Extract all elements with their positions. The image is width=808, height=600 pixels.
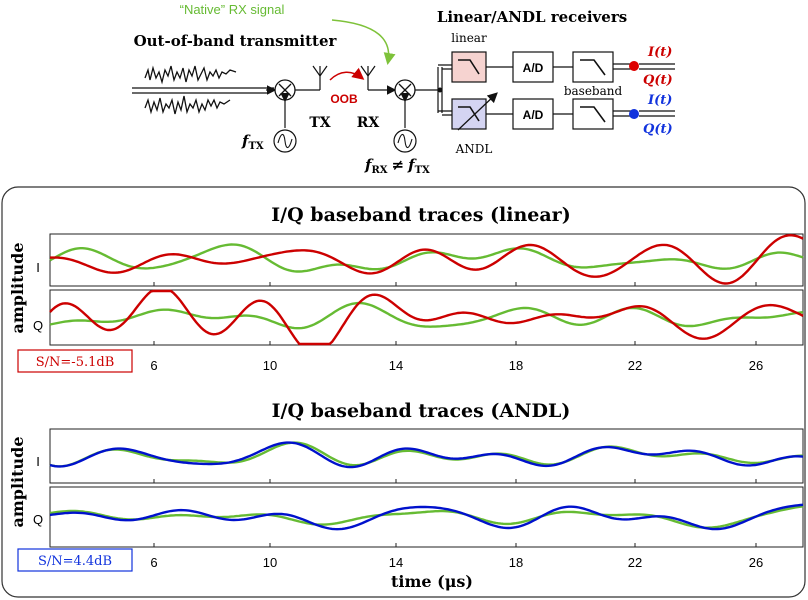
svg-text:A/D: A/D	[523, 61, 544, 75]
tx-oscillator-sine	[277, 133, 293, 149]
linear-title: I/Q baseband traces (linear)	[271, 204, 570, 226]
plot-traces	[49, 233, 804, 531]
linear-trace	[49, 289, 804, 346]
ad-converter-bottom	[512, 98, 554, 130]
snr-andl: S/N=4.4dB	[38, 554, 112, 569]
linear-trace	[50, 233, 804, 285]
baseband-filter-top	[572, 51, 614, 83]
out-bottom-Q: Q(t)	[643, 122, 673, 137]
out-top-Q: Q(t)	[643, 73, 673, 88]
linear-filter	[451, 51, 487, 83]
tick-label: 10	[263, 358, 277, 373]
transmitter-title: Out-of-band transmitter	[134, 32, 338, 50]
plot-axes	[49, 233, 804, 548]
receivers-title: Linear/ANDL receivers	[437, 8, 627, 26]
tick-label: 6	[150, 358, 157, 373]
snr-andl-box	[17, 548, 133, 572]
plot-frame	[1, 186, 806, 598]
andl-trace	[49, 441, 804, 469]
tx-waveform-bottom	[144, 95, 231, 115]
linear-row-Q: Q	[33, 318, 43, 333]
native-arrow	[331, 19, 396, 65]
reference-trace	[49, 301, 804, 330]
reference-trace	[49, 243, 804, 273]
oob-arrow	[329, 67, 365, 81]
frx-ne-ftx-label: fRX ≠ fTX	[364, 156, 430, 176]
tick-label: 14	[389, 555, 403, 570]
ylabel-linear: amplitude	[8, 242, 27, 333]
block-diagram: “Native” RX signal Out-of-band transmitt…	[132, 2, 675, 176]
andl-label: ANDL	[455, 142, 493, 156]
tick-label: 22	[628, 358, 642, 373]
tick-label: 14	[389, 358, 403, 373]
tx-label: TX	[309, 115, 330, 131]
tick-label: 22	[628, 555, 642, 570]
linear-label: linear	[451, 31, 487, 45]
svg-text:A/D: A/D	[523, 108, 544, 122]
baseband-filter-bottom	[572, 98, 614, 130]
axes-row-3	[49, 428, 804, 484]
andl-filter	[451, 98, 487, 130]
output-top-dot	[629, 61, 639, 71]
out-top-I: I(t)	[647, 45, 672, 60]
andl-title: I/Q baseband traces (ANDL)	[272, 400, 571, 422]
baseband-label: baseband	[564, 84, 623, 98]
snr-linear-box	[17, 349, 133, 373]
tick-label: 26	[749, 358, 763, 373]
tick-label: 26	[749, 555, 763, 570]
x-ticks: 6 10 14 18 22 26 6 10 14 18 22 26	[150, 282, 763, 570]
tx-waveform-top	[144, 65, 237, 85]
andl-row-I: I	[36, 454, 40, 469]
out-bottom-I: I(t)	[647, 93, 672, 108]
ad-converter-top	[512, 51, 554, 83]
axes-row-4	[49, 486, 804, 548]
tick-label: 18	[509, 358, 523, 373]
tick-label: 10	[263, 555, 277, 570]
linear-row-I: I	[36, 260, 40, 275]
andl-row-Q: Q	[33, 512, 43, 527]
xlabel: time (μs)	[391, 572, 473, 591]
snr-linear: S/N=-5.1dB	[36, 355, 115, 370]
tick-label: 6	[150, 555, 157, 570]
rx-label: RX	[357, 115, 380, 131]
output-bottom-dot	[629, 109, 639, 119]
reference-trace	[49, 505, 804, 529]
ylabel-andl: amplitude	[8, 436, 27, 527]
native-rx-label: “Native” RX signal	[180, 2, 285, 17]
oob-label: OOB	[330, 92, 358, 106]
ftx-label: fTX	[241, 132, 264, 152]
splitter	[437, 67, 443, 113]
tick-label: 18	[509, 555, 523, 570]
axes-row-2	[49, 289, 804, 346]
andl-trace	[49, 503, 804, 531]
